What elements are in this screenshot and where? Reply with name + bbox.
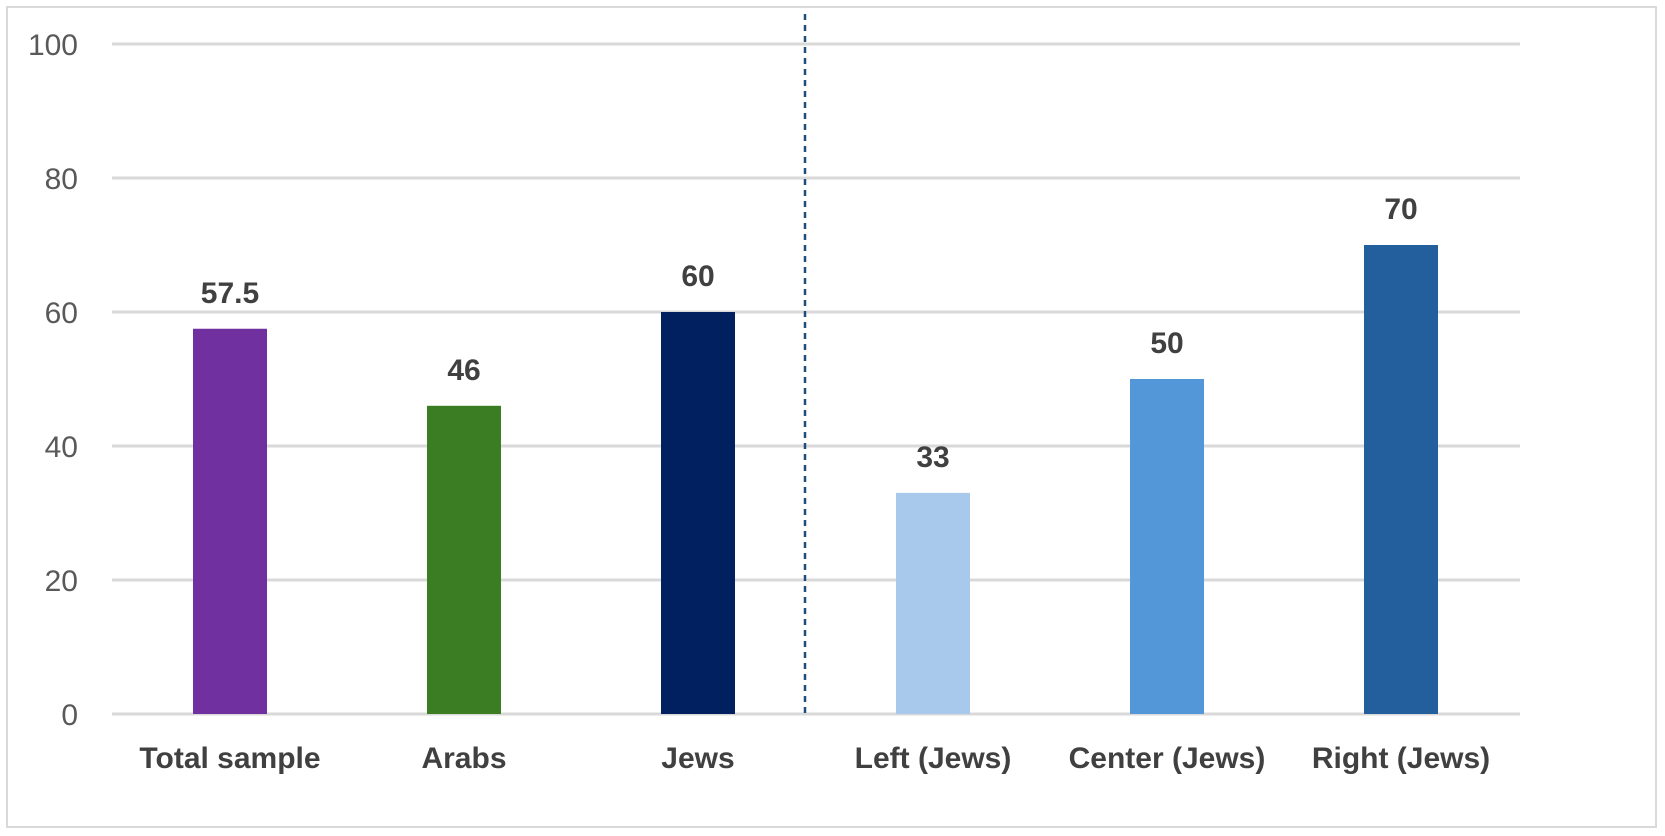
y-tick-label: 40 (45, 431, 78, 464)
bar-jews (661, 312, 735, 714)
y-tick-label: 100 (28, 29, 78, 62)
x-tick-label: Total sample (139, 742, 320, 775)
bar-left-jews (896, 492, 970, 714)
data-label: 33 (916, 441, 949, 474)
data-label: 57.5 (201, 277, 259, 310)
y-tick-label: 60 (45, 297, 78, 330)
data-label: 60 (681, 260, 714, 293)
data-labels: 57.5 46 60 33 50 70 (201, 193, 1418, 474)
data-label: 46 (447, 354, 480, 387)
x-tick-label: Left (Jews) (855, 742, 1012, 775)
x-tick-label: Center (Jews) (1069, 742, 1266, 775)
gridlines (112, 42, 1520, 716)
y-tick-label: 0 (61, 699, 78, 732)
bar-total-sample (193, 328, 267, 714)
y-axis-ticks: 0 20 40 60 80 100 (28, 29, 78, 732)
bars (193, 245, 1438, 714)
bar-right-jews (1364, 245, 1438, 714)
bar-chart: 0 20 40 60 80 100 57.5 46 60 33 50 70 Total sample… (28, 14, 1520, 775)
x-tick-label: Arabs (421, 742, 506, 775)
x-tick-label: Jews (661, 742, 734, 775)
data-label: 70 (1384, 193, 1417, 226)
y-tick-label: 80 (45, 163, 78, 196)
bar-center-jews (1130, 379, 1204, 714)
chart-frame: 0 20 40 60 80 100 57.5 46 60 33 50 70 Total sample… (6, 6, 1657, 828)
bar-arabs (427, 405, 501, 714)
y-tick-label: 20 (45, 565, 78, 598)
x-axis-ticks: Total sample Arabs Jews Left (Jews) Center (… (139, 742, 1490, 775)
x-tick-label: Right (Jews) (1312, 742, 1490, 775)
data-label: 50 (1150, 327, 1183, 360)
